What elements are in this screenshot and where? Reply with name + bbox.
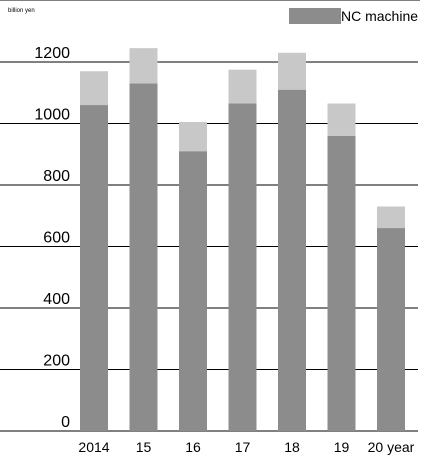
x-tick-label: 16: [185, 439, 201, 455]
bar-segment-upper: [228, 69, 257, 104]
y-tick-label: 1200: [34, 45, 70, 62]
legend-label-nc-machine: NC machine: [341, 8, 418, 24]
bar-segment-upper: [278, 52, 306, 90]
bar-nc-machine: [377, 228, 405, 431]
bars: [80, 48, 405, 432]
y-tick-label: 800: [43, 168, 70, 185]
bar-segment-upper: [327, 103, 356, 136]
bar-nc-machine: [129, 83, 158, 432]
bar-nc-machine: [228, 103, 257, 431]
bar-segment-upper: [80, 71, 108, 106]
bar-nc-machine: [80, 105, 108, 432]
bar-nc-machine: [179, 151, 207, 432]
y-tick-label: 200: [43, 353, 70, 370]
gridlines: [0, 61, 418, 432]
y-tick-label: 600: [43, 230, 70, 247]
x-tick-label: 2014: [78, 439, 109, 455]
y-tick-label: 1000: [34, 107, 70, 124]
y-axis-tick-labels: 0 200 400 600 800 1000 1200: [34, 45, 70, 431]
x-tick-label: 17: [235, 439, 251, 455]
bar-segment-upper: [179, 121, 207, 152]
x-axis-tick-labels: 2014 15 16 17 18 19 20 year: [78, 439, 414, 455]
x-tick-label: 18: [284, 439, 300, 455]
bar-segment-upper: [129, 48, 158, 84]
y-tick-label: 400: [43, 291, 70, 308]
unit-label: billion yen: [8, 8, 35, 14]
legend: NC machine: [289, 8, 418, 24]
x-tick-label: 19: [334, 439, 350, 455]
bar-segment-upper: [377, 206, 405, 229]
x-tick-label: 20 year: [368, 439, 415, 455]
bar-nc-machine: [327, 135, 356, 432]
y-tick-label: 0: [61, 414, 70, 431]
legend-swatch-nc-machine: [289, 8, 341, 24]
x-tick-label: 15: [136, 439, 152, 455]
bar-nc-machine: [278, 89, 306, 432]
